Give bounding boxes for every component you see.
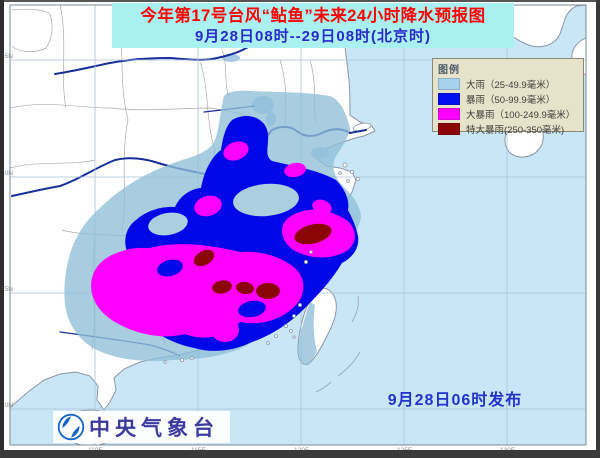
downpour-gaps <box>157 259 266 318</box>
island-arcs <box>315 295 361 393</box>
tick-25n: 25N <box>1 286 13 293</box>
extreme-downpour-swatch <box>438 122 460 135</box>
legend-label: 大暴雨（100-249.9毫米） <box>466 109 576 121</box>
tick-35n: 35N <box>1 53 13 60</box>
border-top <box>0 0 600 2</box>
legend: 图例 大雨（25-49.9毫米） 暴雨（50-99.9毫米） 大暴雨（100-2… <box>432 58 584 136</box>
agency-logo: 中央气象台 <box>53 411 230 443</box>
downpour-swatch <box>438 107 460 120</box>
release-time-note: 9月28日06时发布 <box>387 392 523 409</box>
border-left <box>0 0 4 458</box>
agency-name: 中央气象台 <box>89 417 219 440</box>
legend-label: 大雨（25-49.9毫米） <box>466 79 556 91</box>
tick-20n: 20N <box>1 402 13 409</box>
heavy-rain-swatch <box>438 77 460 90</box>
tick-30n: 30N <box>1 170 13 177</box>
map-subtitle: 9月28日08时--29日08时(北京时) <box>194 28 432 45</box>
coastal-islands <box>163 162 361 364</box>
legend-row-extreme-downpour: 特大暴雨(250-350毫米) <box>438 121 583 136</box>
latitude-tick-labels: 35N 30N 25N 20N <box>1 53 13 409</box>
rain-gaps <box>148 183 299 236</box>
cma-logo-icon <box>57 413 85 441</box>
border-right <box>596 0 600 458</box>
map-title: 今年第17号台风“鲇鱼”未来24小时降水预报图 <box>140 7 486 25</box>
legend-label: 特大暴雨(250-350毫米) <box>466 124 565 136</box>
yellow-river <box>54 42 257 75</box>
rainstorm-swatch <box>438 92 460 105</box>
border-bottom <box>0 450 600 458</box>
legend-label: 暴雨（50-99.9毫米） <box>466 94 556 106</box>
legend-title: 图例 <box>438 65 460 76</box>
legend-row-downpour: 大暴雨（100-249.9毫米） <box>438 106 583 121</box>
rain-area-extreme <box>193 223 332 299</box>
title-box: 今年第17号台风“鲇鱼”未来24小时降水预报图 9月28日08时--29日08时… <box>112 3 514 48</box>
legend-row-rainstorm: 暴雨（50-99.9毫米） <box>438 91 583 106</box>
legend-row-heavy-rain: 大雨（25-49.9毫米） <box>438 76 583 91</box>
